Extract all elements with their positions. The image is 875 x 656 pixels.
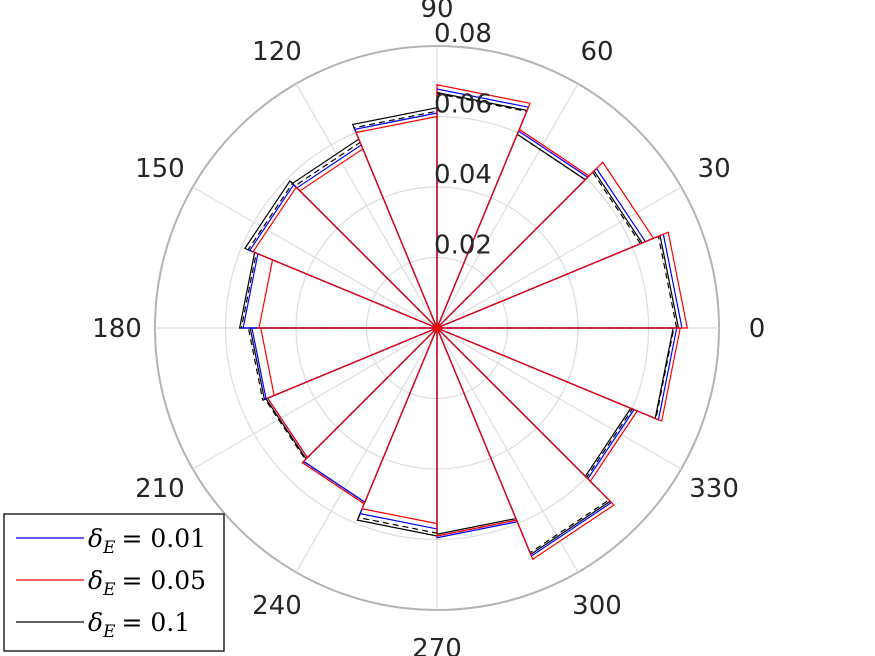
angle-tick-label: 120 <box>252 37 302 67</box>
radial-tick-labels: 0.02 0.04 0.06 0.08 <box>434 19 492 261</box>
angle-tick-label: 0 <box>749 314 766 344</box>
angle-tick-label: 210 <box>135 474 185 504</box>
legend-label: δE = 0.05 <box>88 566 206 600</box>
polar-grid <box>154 45 720 611</box>
grid-spoke <box>436 327 682 470</box>
legend-label: δE = 0.01 <box>88 524 206 558</box>
rose-series-2 <box>252 84 689 561</box>
grid-spoke <box>295 83 438 329</box>
radial-tick-label: 0.02 <box>434 231 492 261</box>
legend-label: δE = 0.1 <box>88 608 190 642</box>
angle-tick-label: 330 <box>689 474 739 504</box>
rose-series-1 <box>242 88 683 557</box>
angle-tick-label: 60 <box>580 37 613 67</box>
grid-spoke <box>192 327 438 470</box>
angle-tick-label: 180 <box>92 314 142 344</box>
angle-tick-label: 270 <box>412 634 462 656</box>
grid-spoke <box>436 186 682 329</box>
legend: δE = 0.01 δE = 0.05 δE = 0.1 <box>3 513 225 652</box>
grid-spoke <box>295 327 438 573</box>
grid-spoke <box>436 83 579 329</box>
angle-tick-label: 240 <box>252 591 302 621</box>
grid-spoke <box>436 327 579 573</box>
angle-tick-label: 150 <box>135 154 185 184</box>
radial-tick-label: 0.08 <box>434 19 492 49</box>
grid-spoke <box>192 186 438 329</box>
angular-tick-labels: 0 30 60 90 120 150 180 210 240 270 300 330 <box>92 0 765 656</box>
rose-series-4 <box>240 92 678 554</box>
legend-box <box>3 513 225 652</box>
rose-series <box>238 84 689 561</box>
radial-tick-label: 0.04 <box>434 160 492 190</box>
angle-tick-label: 90 <box>420 0 453 24</box>
angle-tick-label: 30 <box>698 154 731 184</box>
radial-tick-label: 0.06 <box>434 90 492 120</box>
angle-tick-label: 300 <box>572 591 622 621</box>
